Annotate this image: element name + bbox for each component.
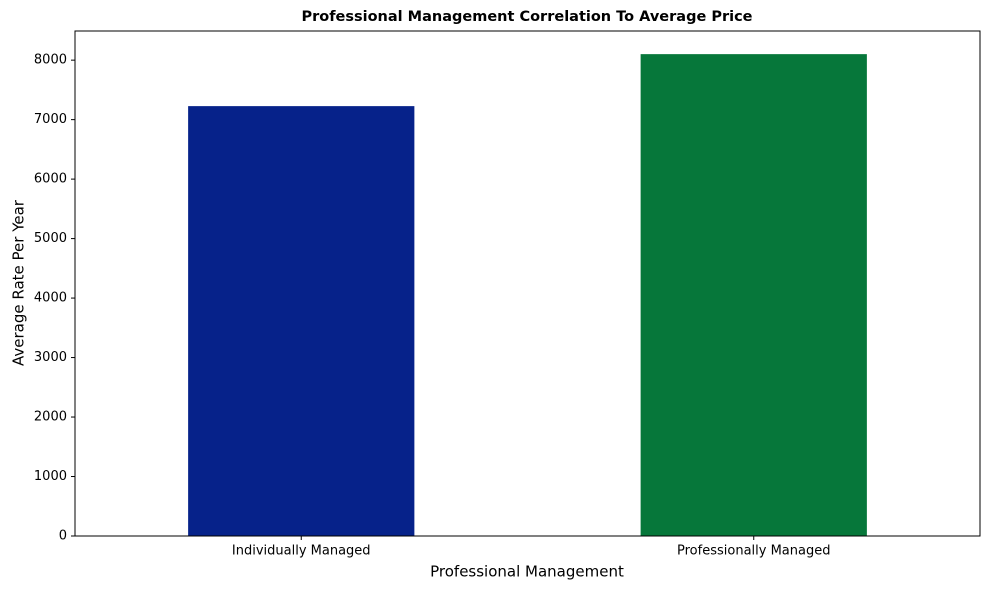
plot-frame (74, 30, 981, 537)
x-tick-label: Individually Managed (232, 544, 371, 559)
y-tick-label: 4000 (34, 291, 67, 306)
y-tick-label: 2000 (34, 410, 67, 425)
chart-title: Professional Management Correlation To A… (301, 9, 752, 25)
y-tick-label: 1000 (34, 469, 67, 484)
x-axis-label: Professional Management (430, 563, 624, 581)
y-tick-label: 6000 (34, 172, 67, 187)
bar (640, 54, 867, 536)
y-tick-label: 3000 (34, 350, 67, 365)
y-axis-label: Average Rate Per Year (10, 199, 28, 366)
y-tick-label: 0 (59, 529, 67, 544)
x-tick-label: Professionally Managed (677, 544, 830, 559)
y-tick-label: 8000 (34, 53, 67, 68)
bar (188, 106, 415, 537)
y-tick-label: 7000 (34, 112, 67, 127)
y-tick-label: 5000 (34, 231, 67, 246)
